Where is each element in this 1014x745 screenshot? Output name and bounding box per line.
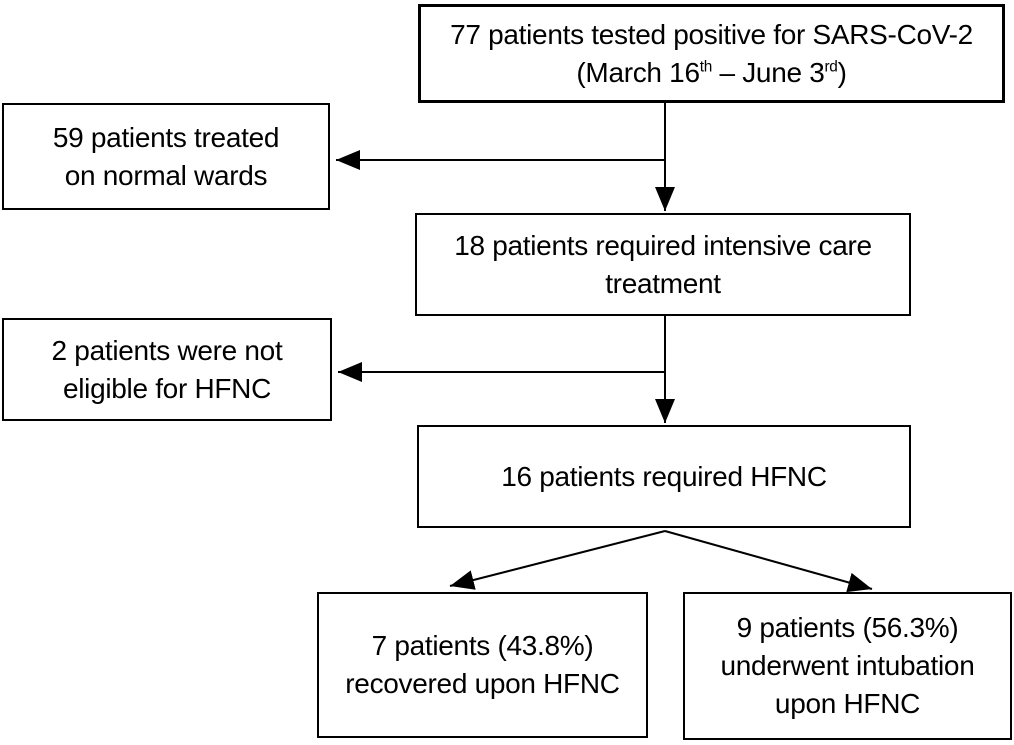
tested-positive-dates: (March 16th – June 3rd) [576,54,847,92]
tested-positive-text: 77 patients tested positive for SARS-CoV… [450,18,973,50]
required-hfnc-text: 16 patients required HFNC [501,460,827,492]
box-required-hfnc: 16 patients required HFNC [417,425,911,528]
not-eligible-text-line2: eligible for HFNC [62,372,272,404]
recovered-text-line1: 7 patients (43.8%) [371,630,594,661]
date-superscript-rd: rd [824,58,838,76]
date-pre: (March 16 [576,56,700,88]
intubation-text-line2: underwent intubation [720,650,975,681]
normal-wards-text-line2: on normal wards [64,159,268,191]
box-not-eligible: 2 patients were not eligible for HFNC [2,318,332,421]
intensive-care-text-line1: 18 patients required intensive care [454,229,872,261]
intubation-text-line3: upon HFNC [774,688,921,719]
box-normal-wards: 59 patients treated on normal wards [2,103,330,210]
not-eligible-text-line1: 2 patients were not [51,334,283,366]
arrow-hfnc-to-intubation [664,530,873,593]
box-recovered: 7 patients (43.8%) recovered upon HFNC [317,592,648,738]
arrow-hfnc-to-recovered [449,530,666,590]
intubation-text-line1: 9 patients (56.3%) [736,612,959,643]
recovered-text-line2: recovered upon HFNC [345,668,620,699]
box-intubation: 9 patients (56.3%) underwent intubation … [683,592,1012,740]
intensive-care-text-line2: treatment [605,267,721,299]
box-intensive-care: 18 patients required intensive care trea… [415,213,911,316]
normal-wards-text-line1: 59 patients treated [52,121,280,153]
box-tested-positive: 77 patients tested positive for SARS-CoV… [418,4,1005,103]
date-post: ) [837,56,847,88]
date-mid: – June 3 [711,56,825,88]
date-superscript-th: th [699,58,713,76]
